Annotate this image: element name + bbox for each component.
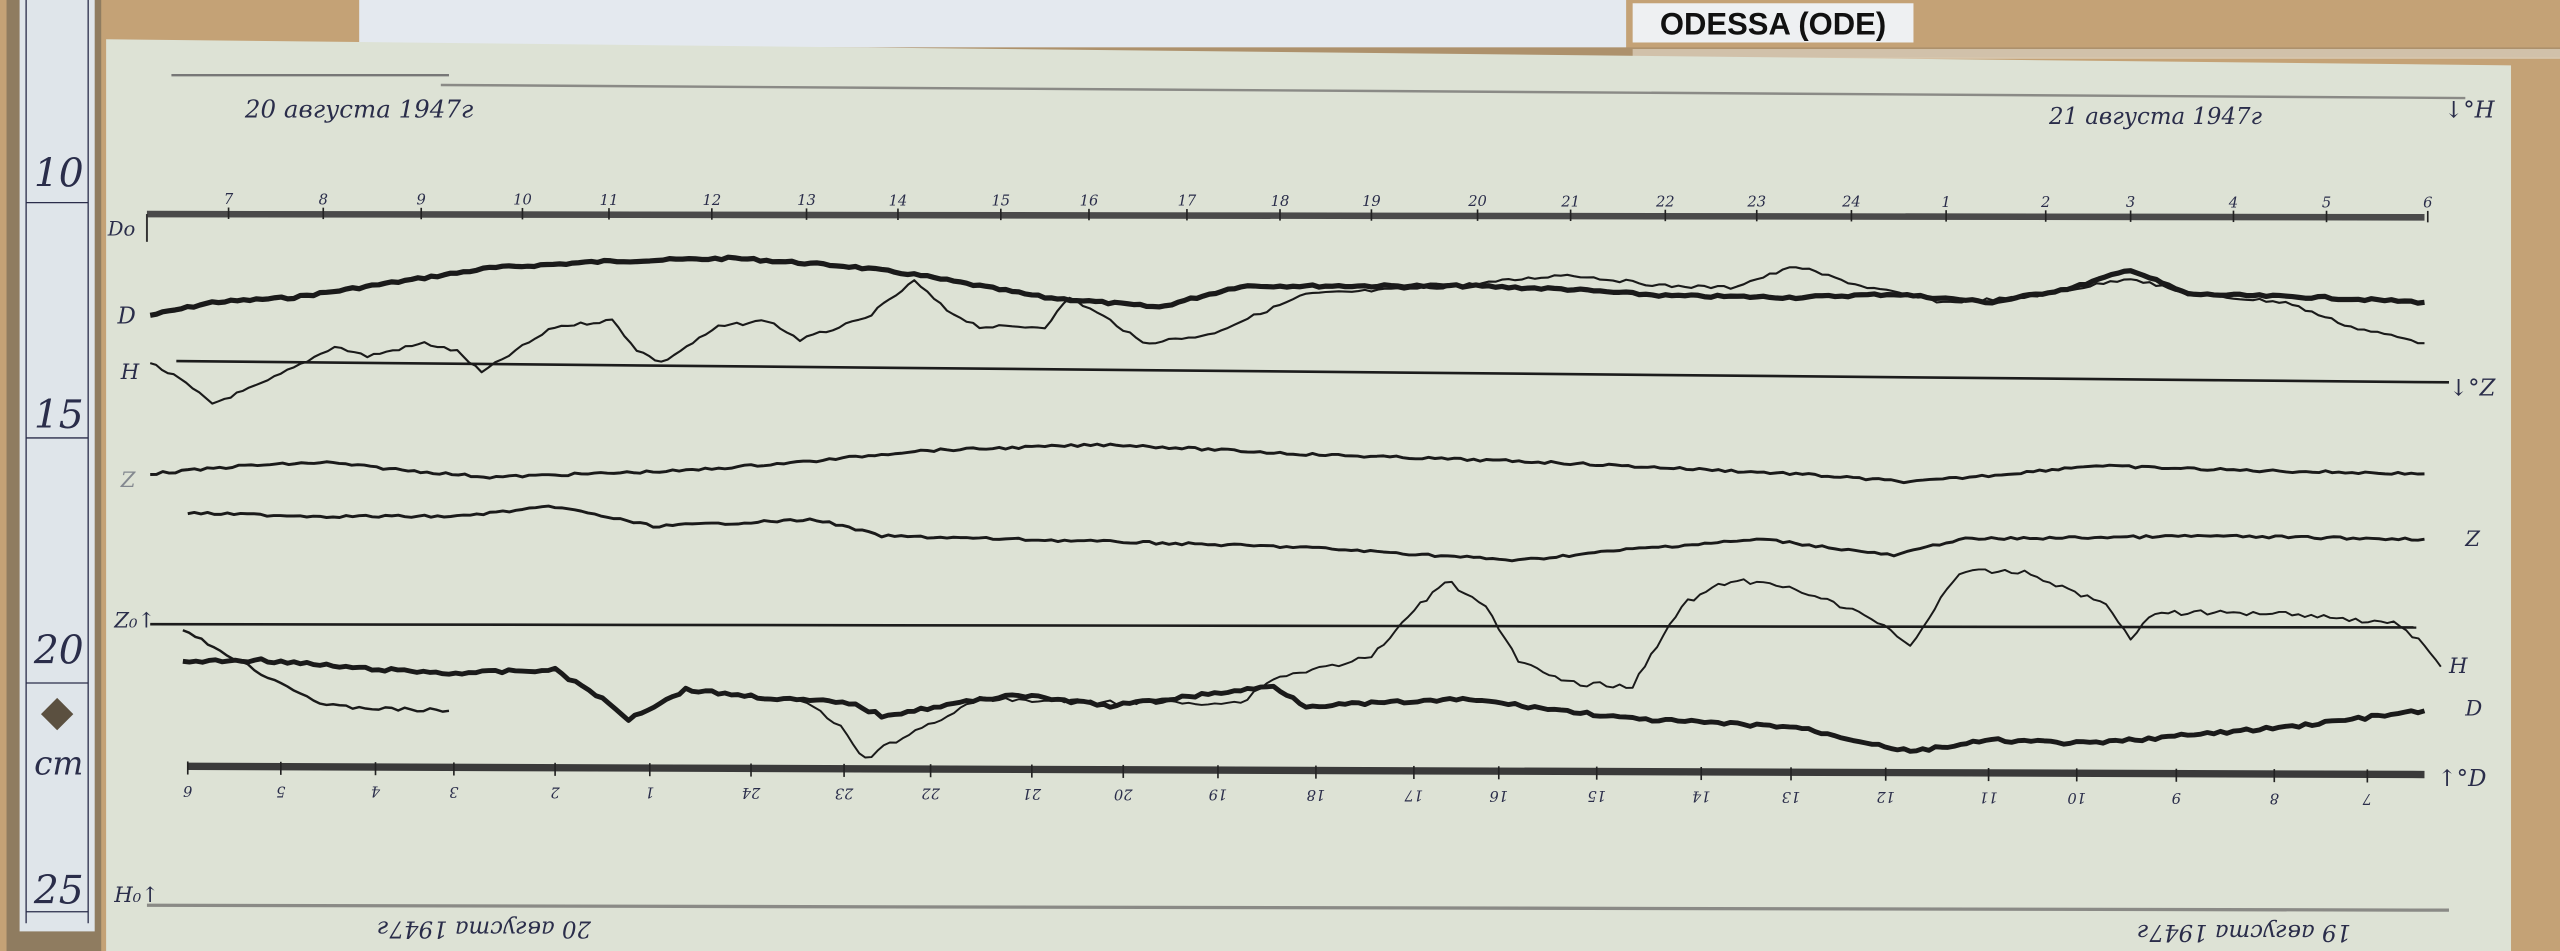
z-trace — [150, 442, 2425, 485]
bottom-scale-label: 12 — [1876, 788, 1895, 805]
top-scale-label: 20 — [1467, 193, 1487, 210]
top-scale-label: 22 — [1655, 193, 1675, 210]
label-z: Z — [120, 468, 137, 493]
top-scale-label: 5 — [2322, 194, 2331, 211]
top-scale-label: 7 — [224, 191, 234, 208]
bottom-scale-label: 11 — [1979, 789, 1998, 806]
sheet-shadow — [359, 47, 2560, 58]
bottom-scale-label: 22 — [921, 785, 941, 802]
bottom-scale-label: 18 — [1307, 786, 1326, 803]
h-trace-lower — [799, 568, 2442, 759]
top-scale-label: 16 — [1080, 193, 1099, 210]
bottom-left-date: 20 августа 1947г — [377, 916, 592, 942]
top-scale-label: 12 — [702, 192, 721, 209]
label-d0: Dо — [107, 217, 136, 240]
h-trace-upper — [149, 266, 2425, 405]
bottom-scale-label: 5 — [276, 782, 285, 799]
h-baseline-top — [440, 83, 2466, 100]
top-scale-label: 15 — [991, 192, 1010, 209]
bottom-scale-label: 17 — [1404, 786, 1423, 803]
bottom-scale-label: 14 — [1692, 787, 1711, 804]
top-scale-label: 9 — [417, 192, 426, 209]
top-scale-label: 3 — [2126, 194, 2135, 211]
label-d-right: D — [2464, 697, 2482, 722]
bottom-scale-label: 4 — [371, 783, 381, 800]
label-z-right: Z — [2464, 527, 2481, 552]
top-scale-label: 14 — [889, 192, 908, 209]
bottom-scale-label: 2 — [550, 783, 560, 800]
bottom-scale-label: 8 — [2270, 790, 2279, 807]
top-scale-label: 10 — [513, 192, 532, 209]
top-right-date: 21 августа 1947г — [2048, 104, 2263, 130]
label-h0: H₀↑ — [113, 883, 159, 908]
ruler-mark-10: 10 — [34, 151, 84, 196]
top-sheet — [359, 0, 1627, 48]
label-h-right: H — [2448, 654, 2468, 679]
h-baseline — [176, 359, 2449, 384]
top-left-date: 20 августа 1947г — [244, 95, 474, 124]
bottom-scale-label: 10 — [2067, 789, 2086, 806]
top-scale-label: 2 — [2040, 194, 2050, 211]
top-scale-label: 23 — [1746, 194, 1766, 211]
label-h-base: ↓°H — [2444, 98, 2496, 124]
top-scale-label: 24 — [1841, 194, 1861, 211]
station-label-box — [1632, 3, 1914, 43]
h-trace-lower-left — [182, 629, 450, 713]
bottom-right-date: 19 августа 1947г — [2137, 919, 2351, 945]
top-scale-label: 4 — [2228, 194, 2238, 211]
top-scale-label: 1 — [1941, 194, 1950, 211]
station-label: ODESSA (ODE) — [1660, 6, 1886, 41]
ruler-mark-25: 25 — [33, 869, 84, 914]
cm-ruler: 10 15 20 cm 25 — [6, 0, 102, 951]
label-d: D — [117, 304, 136, 330]
bottom-scale-label: 3 — [449, 783, 458, 800]
h0-baseline — [146, 903, 2449, 912]
bottom-scale-label: 6 — [183, 782, 192, 799]
bottom-scale-label: 20 — [1114, 785, 1134, 802]
bottom-time-scale: 6 5 4 3 2 1 24 23 22 21 20 19 18 17 16 15 14 13 12 11 10 9 8 7 — [183, 761, 2425, 807]
ruler-mark-20: 20 — [33, 628, 84, 673]
bottom-scale-label: 15 — [1587, 787, 1606, 804]
top-scale-label: 21 — [1560, 193, 1580, 210]
bottom-scale-label: 19 — [1209, 786, 1228, 803]
bottom-scale-label: 9 — [2172, 789, 2181, 806]
bottom-scale-label: 7 — [2362, 790, 2372, 807]
z-trace-second — [187, 504, 2425, 563]
top-scale-label: 8 — [319, 191, 328, 208]
bottom-scale-label: 16 — [1489, 787, 1508, 804]
ruler-mark-15: 15 — [34, 393, 84, 438]
plastic-strip — [1632, 49, 2560, 59]
paper-sheet — [106, 39, 2512, 951]
top-scale-label: 6 — [2423, 195, 2432, 212]
top-scale-label: 19 — [1362, 193, 1381, 210]
top-scale-label: 17 — [1178, 193, 1197, 210]
bottom-scale-label: 21 — [1022, 785, 1042, 802]
bottom-scale-label: 23 — [835, 784, 855, 801]
ruler-unit: cm — [34, 745, 83, 783]
top-scale-label: 18 — [1271, 193, 1290, 210]
label-h: H — [120, 360, 140, 385]
bottom-scale-label: 13 — [1782, 788, 1801, 805]
top-scale-label: 13 — [797, 192, 816, 209]
bottom-scale-label: 24 — [742, 784, 762, 801]
top-time-scale: 7 8 9 10 11 12 13 14 15 16 17 18 19 20 21 22 23 24 1 2 3 4 5 6 — [145, 191, 2432, 242]
label-d-base: ↑°D — [2438, 766, 2487, 792]
top-scale-label: 11 — [600, 192, 619, 209]
z0-baseline — [150, 622, 2417, 629]
bottom-scale-label: 1 — [645, 784, 654, 801]
label-z0: Z₀↑ — [113, 608, 155, 633]
d-trace-lower — [182, 656, 2426, 754]
label-z-base: ↓°Z — [2449, 375, 2497, 401]
